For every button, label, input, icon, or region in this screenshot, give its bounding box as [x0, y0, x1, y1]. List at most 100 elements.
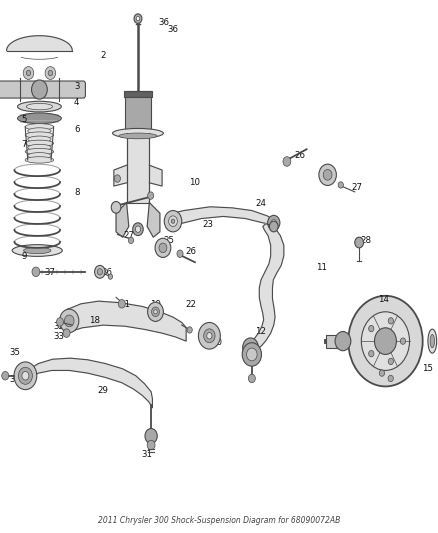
Circle shape	[388, 358, 393, 365]
Ellipse shape	[119, 133, 157, 139]
Circle shape	[147, 440, 155, 450]
Text: 16: 16	[369, 333, 380, 341]
Ellipse shape	[428, 329, 437, 353]
Ellipse shape	[26, 103, 53, 110]
Text: 36: 36	[159, 18, 170, 27]
Text: 3: 3	[74, 82, 79, 91]
Circle shape	[348, 296, 423, 386]
Circle shape	[204, 329, 215, 343]
Circle shape	[242, 343, 261, 366]
Circle shape	[198, 322, 220, 349]
Circle shape	[154, 310, 157, 314]
Bar	[326, 335, 342, 348]
Ellipse shape	[25, 148, 53, 155]
Circle shape	[135, 226, 141, 232]
Ellipse shape	[18, 113, 61, 124]
Circle shape	[388, 375, 393, 382]
Text: 8: 8	[74, 189, 79, 197]
Circle shape	[268, 215, 280, 230]
Text: 19: 19	[150, 301, 161, 309]
Circle shape	[2, 372, 9, 380]
Ellipse shape	[24, 247, 51, 254]
Circle shape	[374, 328, 396, 354]
Circle shape	[108, 274, 113, 279]
Ellipse shape	[28, 144, 51, 151]
Circle shape	[207, 333, 212, 339]
Polygon shape	[147, 203, 160, 237]
Circle shape	[111, 201, 121, 213]
Ellipse shape	[25, 124, 53, 130]
Circle shape	[32, 80, 47, 99]
Circle shape	[177, 250, 183, 257]
Circle shape	[26, 70, 31, 76]
Text: 2011 Chrysler 300 Shock-Suspension Diagram for 68090072AB: 2011 Chrysler 300 Shock-Suspension Diagr…	[98, 516, 340, 525]
Circle shape	[95, 265, 105, 278]
Text: 20: 20	[211, 338, 223, 346]
Text: 4: 4	[74, 98, 79, 107]
Text: 34: 34	[10, 375, 21, 384]
Circle shape	[369, 351, 374, 357]
Circle shape	[97, 269, 102, 275]
Circle shape	[283, 157, 291, 166]
Bar	[125, 91, 151, 133]
Text: 12: 12	[255, 327, 266, 336]
Polygon shape	[65, 301, 186, 341]
Circle shape	[400, 338, 406, 344]
Circle shape	[164, 211, 182, 232]
Circle shape	[159, 243, 167, 253]
Circle shape	[134, 14, 142, 23]
FancyBboxPatch shape	[0, 81, 85, 98]
Text: 36: 36	[102, 269, 113, 277]
Text: 25: 25	[163, 237, 174, 245]
Circle shape	[369, 325, 374, 332]
Text: 11: 11	[316, 263, 328, 272]
Circle shape	[169, 216, 177, 227]
Text: 6: 6	[74, 125, 79, 134]
Ellipse shape	[28, 136, 51, 142]
Circle shape	[148, 302, 163, 321]
Circle shape	[23, 67, 34, 79]
Ellipse shape	[113, 128, 163, 138]
Circle shape	[355, 237, 364, 248]
Text: 25: 25	[325, 173, 336, 181]
Polygon shape	[7, 36, 72, 51]
Text: 36: 36	[167, 25, 179, 34]
Text: 15: 15	[421, 365, 433, 373]
Text: 22: 22	[185, 301, 196, 309]
Text: 2: 2	[100, 52, 106, 60]
Circle shape	[152, 307, 159, 317]
Circle shape	[32, 267, 40, 277]
Circle shape	[14, 362, 37, 390]
Circle shape	[22, 372, 29, 380]
Text: 37: 37	[45, 269, 56, 277]
Ellipse shape	[25, 157, 53, 163]
Polygon shape	[27, 358, 152, 408]
Circle shape	[118, 300, 125, 308]
Text: 27: 27	[124, 231, 135, 240]
Ellipse shape	[28, 128, 51, 134]
Circle shape	[247, 348, 257, 361]
Ellipse shape	[28, 152, 51, 159]
Circle shape	[48, 70, 53, 76]
Circle shape	[128, 237, 134, 244]
Text: 26: 26	[294, 151, 306, 160]
Ellipse shape	[25, 132, 53, 139]
Text: 29: 29	[98, 386, 108, 394]
Text: 24: 24	[255, 199, 266, 208]
Text: 33: 33	[53, 333, 65, 341]
Circle shape	[133, 223, 143, 236]
Text: 5: 5	[21, 116, 27, 124]
Circle shape	[319, 164, 336, 185]
Circle shape	[379, 370, 385, 376]
Circle shape	[64, 315, 74, 327]
Circle shape	[269, 221, 278, 232]
Circle shape	[338, 182, 343, 188]
Circle shape	[271, 220, 276, 226]
Bar	[124, 91, 152, 97]
Ellipse shape	[25, 140, 53, 147]
Circle shape	[145, 429, 157, 443]
Ellipse shape	[18, 101, 61, 112]
Circle shape	[45, 67, 56, 79]
Ellipse shape	[12, 245, 62, 256]
Circle shape	[248, 374, 255, 383]
